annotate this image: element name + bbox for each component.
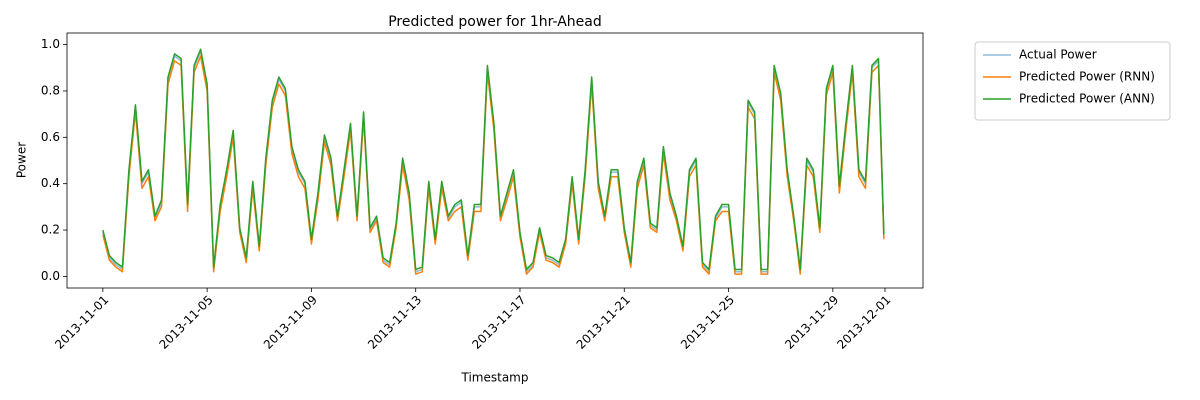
- plot-frame: [66, 32, 924, 289]
- x-tick-label: 2013-11-09: [261, 293, 320, 352]
- x-tick-label: 2013-11-21: [574, 293, 633, 352]
- series-line: [102, 48, 885, 271]
- x-tick-label: 2013-11-29: [782, 293, 841, 352]
- x-tick-label: 2013-11-13: [365, 293, 424, 352]
- x-axis-label: Timestamp: [461, 371, 529, 385]
- y-tick-label: 0.6: [41, 130, 60, 144]
- series-line: [102, 50, 885, 273]
- y-tick-label: 0.4: [41, 176, 60, 190]
- legend-label: Predicted Power (ANN): [1019, 92, 1155, 106]
- x-tick-label: 2013-11-17: [469, 293, 528, 352]
- legend-label: Actual Power: [1019, 48, 1097, 62]
- x-tick-label: 2013-11-25: [678, 293, 737, 352]
- x-tick-label: 2013-11-05: [157, 293, 216, 352]
- x-tick-label: 2013-11-01: [52, 293, 111, 352]
- legend-box: [974, 41, 1171, 121]
- series-line: [102, 55, 885, 275]
- x-tick-label: 2013-12-01: [834, 293, 893, 352]
- y-axis-label: Power: [15, 142, 29, 178]
- y-tick-label: 0.0: [41, 269, 60, 283]
- y-tick-label: 1.0: [41, 37, 60, 51]
- chart-title: Predicted power for 1hr-Ahead: [388, 14, 602, 30]
- legend-label: Predicted Power (RNN): [1019, 70, 1155, 84]
- y-tick-label: 0.2: [41, 223, 60, 237]
- y-tick-label: 0.8: [41, 83, 60, 97]
